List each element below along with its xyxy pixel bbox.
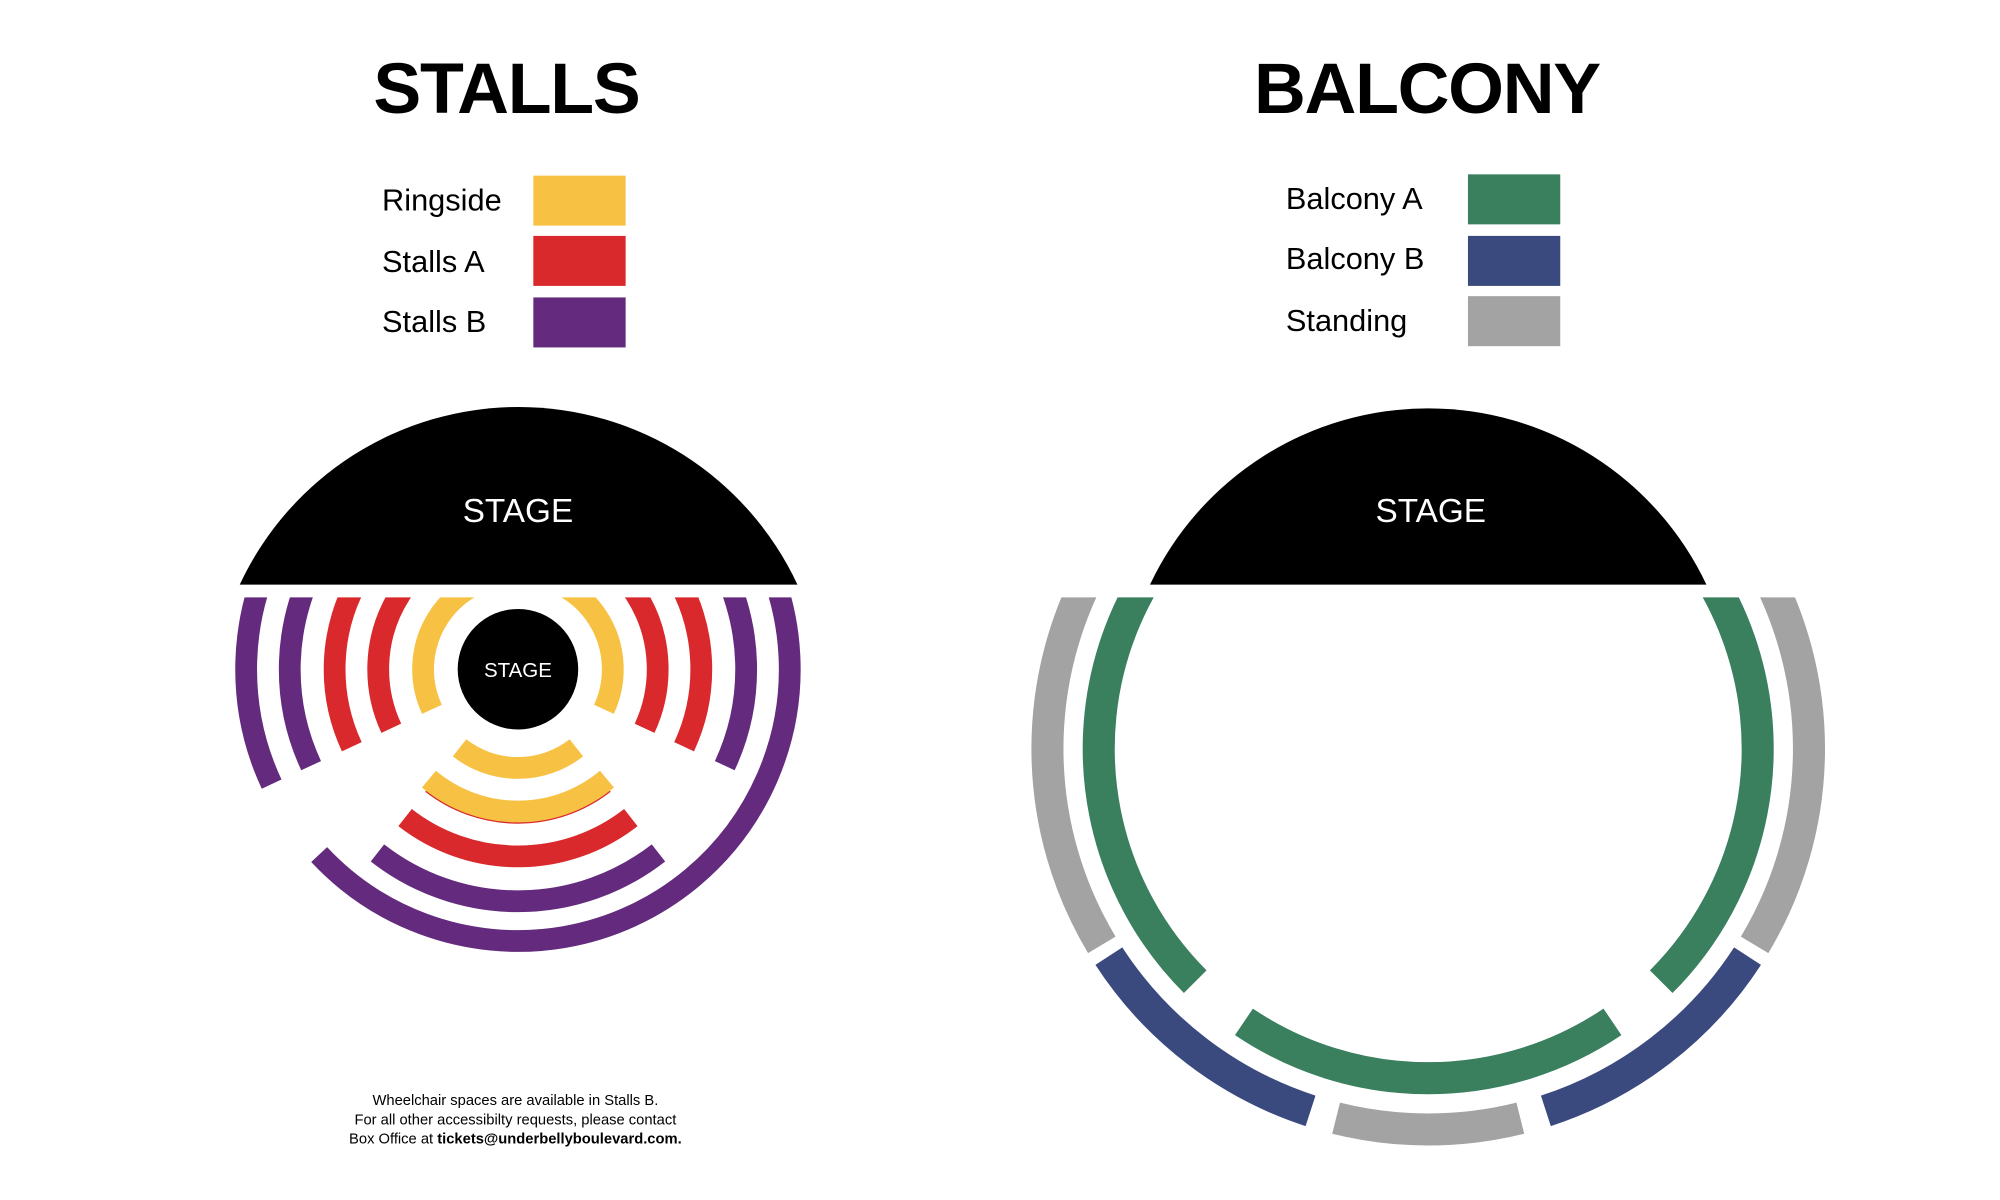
section-ringside-left bbox=[412, 597, 475, 714]
section-balcony-a-bottom bbox=[1235, 1008, 1622, 1095]
section-standing-right bbox=[1740, 597, 1825, 954]
center-stage bbox=[457, 608, 579, 730]
section-ringside-bottom bbox=[421, 770, 614, 823]
box-office-email: tickets@underbellyboulevard.com. bbox=[437, 1132, 681, 1148]
balcony-stage-label: STAGE bbox=[1376, 493, 1486, 530]
section-stalls-b-left bbox=[278, 597, 322, 771]
section-balcony-b-right bbox=[1540, 947, 1761, 1127]
balcony-seating-sections bbox=[1031, 597, 1825, 1146]
legend-swatch-stalls-b bbox=[533, 297, 626, 348]
legend-label-ringside: Ringside bbox=[382, 182, 502, 217]
balcony-main-stage bbox=[1150, 408, 1707, 585]
section-stalls-b-bottom bbox=[370, 844, 666, 913]
stalls-stage-label: STAGE bbox=[463, 493, 574, 530]
section-stalls-a-left bbox=[323, 597, 362, 752]
stalls-title: STALLS bbox=[373, 49, 639, 129]
section-ringside-right bbox=[561, 597, 624, 714]
section-standing-bottom bbox=[1332, 1102, 1525, 1146]
section-balcony-a-left bbox=[1082, 597, 1207, 994]
section-stalls-b-outer bbox=[311, 597, 801, 952]
stalls-seating-sections bbox=[235, 597, 801, 952]
legend-label-stalls-a: Stalls A bbox=[382, 244, 485, 279]
legend-label-balcony-a: Balcony A bbox=[1286, 181, 1423, 216]
legend-swatch-ringside bbox=[533, 175, 626, 226]
section-stalls-a-left bbox=[367, 597, 412, 733]
stalls-main-stage bbox=[239, 406, 798, 585]
svg-text:For all other accessibilty req: For all other accessibilty requests, ple… bbox=[354, 1112, 676, 1128]
legend-swatch-balcony-a bbox=[1467, 174, 1561, 225]
legend-label-stalls-b: Stalls B bbox=[382, 304, 486, 339]
center-stage-label: STAGE bbox=[484, 659, 552, 682]
svg-text:Box Office at tickets@underbel: Box Office at tickets@underbellyboulevar… bbox=[349, 1132, 682, 1148]
section-stalls-a-bottom bbox=[398, 808, 638, 868]
section-balcony-a-right bbox=[1649, 597, 1774, 994]
svg-text:Wheelchair spaces are availabl: Wheelchair spaces are available in Stall… bbox=[372, 1093, 658, 1109]
section-stalls-b-left bbox=[235, 597, 282, 789]
section-standing-left bbox=[1031, 597, 1116, 954]
section-ringside-bottom bbox=[452, 739, 584, 779]
legend-swatch-standing bbox=[1467, 296, 1561, 347]
section-balcony-b-left bbox=[1095, 947, 1316, 1127]
section-stalls-a-right bbox=[624, 597, 669, 733]
section-stalls-a-right bbox=[674, 597, 713, 752]
section-stalls-b-right bbox=[714, 597, 758, 771]
legend-label-standing: Standing bbox=[1286, 303, 1407, 338]
stalls-legend: Ringside Stalls A Stalls B bbox=[382, 175, 626, 348]
accessibility-note: Wheelchair spaces are available in Stall… bbox=[349, 1093, 682, 1147]
legend-label-balcony-b: Balcony B bbox=[1286, 241, 1424, 276]
legend-swatch-balcony-b bbox=[1467, 235, 1561, 286]
balcony-legend: Balcony A Balcony B Standing bbox=[1286, 174, 1561, 347]
balcony-title: BALCONY bbox=[1254, 49, 1600, 129]
legend-swatch-stalls-a bbox=[533, 235, 626, 286]
